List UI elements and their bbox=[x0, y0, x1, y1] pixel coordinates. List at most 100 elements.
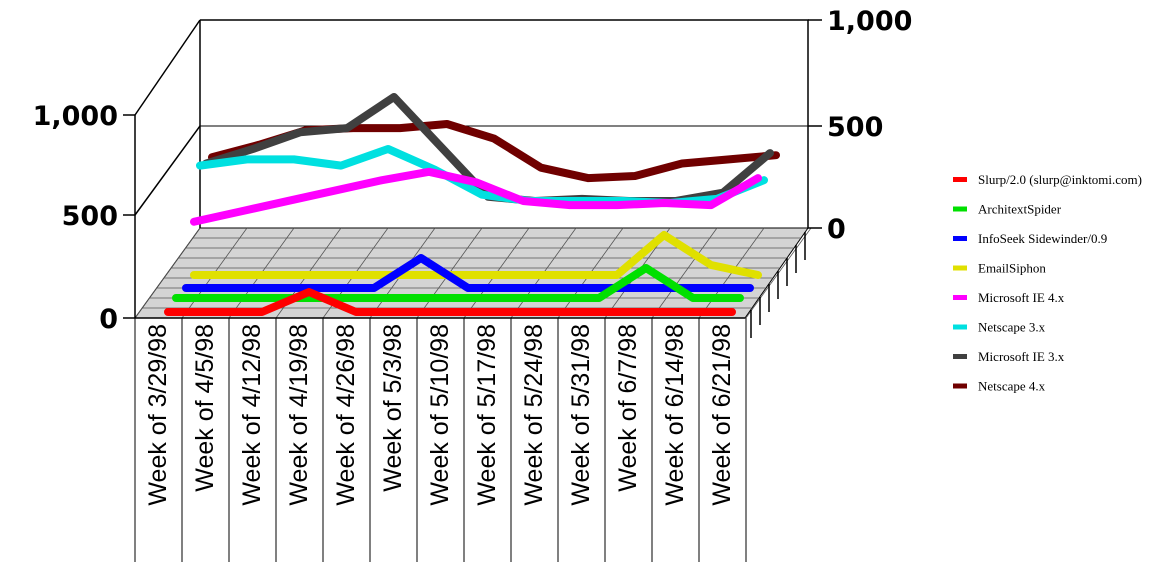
data-point bbox=[426, 272, 432, 278]
legend-item: EmailSiphon bbox=[953, 261, 1046, 276]
left-axis-tick-label: 0 bbox=[99, 304, 118, 335]
series-infoseek-sidewinder-0-9 bbox=[182, 254, 754, 292]
chart-floor bbox=[134, 227, 812, 338]
data-point bbox=[426, 169, 432, 175]
data-point bbox=[324, 285, 330, 291]
data-point bbox=[541, 309, 547, 315]
data-point bbox=[755, 272, 761, 278]
data-point bbox=[473, 272, 479, 278]
data-point bbox=[418, 255, 424, 261]
data-point bbox=[371, 285, 377, 291]
legend-item: Netscape 3.x bbox=[953, 320, 1046, 335]
data-point bbox=[588, 309, 594, 315]
data-point bbox=[455, 295, 461, 301]
depth-edge-top bbox=[134, 19, 201, 116]
right-axis-tick-label: 0 bbox=[827, 214, 846, 245]
x-axis-category-label: Week of 4/19/98 bbox=[285, 324, 313, 506]
series-architextspider bbox=[172, 264, 744, 302]
data-point bbox=[614, 202, 620, 208]
data-point bbox=[285, 198, 291, 204]
data-point bbox=[465, 285, 471, 291]
legend-item: Slurp/2.0 (slurp@inktomi.com) bbox=[953, 172, 1142, 187]
legend-swatch bbox=[953, 324, 967, 330]
data-point bbox=[438, 144, 444, 150]
legend-label: Microsoft IE 4.x bbox=[978, 290, 1065, 305]
x-axis-category-label: Week of 4/26/98 bbox=[332, 324, 360, 506]
data-point bbox=[379, 177, 385, 183]
data-point bbox=[473, 179, 479, 185]
left-axis-tick-label: 500 bbox=[62, 201, 118, 232]
left-axis: 1,000 500 0 bbox=[33, 101, 136, 335]
data-point bbox=[491, 136, 497, 142]
data-point bbox=[661, 200, 667, 206]
data-point bbox=[690, 295, 696, 301]
data-point bbox=[250, 146, 256, 152]
data-point bbox=[444, 121, 450, 127]
legend-swatch bbox=[953, 295, 967, 300]
legend-label: Netscape 3.x bbox=[978, 320, 1046, 335]
data-point bbox=[596, 295, 602, 301]
data-point bbox=[700, 285, 706, 291]
data-point bbox=[165, 309, 171, 315]
x-axis-category-label: Week of 4/5/98 bbox=[191, 324, 219, 492]
data-point bbox=[520, 272, 526, 278]
series-line bbox=[190, 167, 762, 226]
data-point bbox=[277, 285, 283, 291]
data-point bbox=[306, 289, 312, 295]
data-point bbox=[191, 219, 197, 225]
legend-swatch bbox=[953, 354, 967, 359]
data-point bbox=[238, 208, 244, 214]
data-point bbox=[391, 94, 397, 100]
data-point bbox=[385, 146, 391, 152]
lower-panel-series bbox=[164, 231, 762, 316]
data-point bbox=[173, 295, 179, 301]
data-point bbox=[400, 309, 406, 315]
series-emailsiphon bbox=[190, 231, 762, 279]
data-point bbox=[512, 285, 518, 291]
data-point bbox=[285, 272, 291, 278]
data-point bbox=[494, 309, 500, 315]
legend-swatch bbox=[953, 265, 967, 271]
data-point bbox=[747, 285, 753, 291]
data-point bbox=[643, 265, 649, 271]
legend-swatch bbox=[953, 383, 967, 389]
x-axis-category-label: Week of 6/21/98 bbox=[708, 324, 736, 506]
data-point bbox=[767, 150, 773, 156]
data-point bbox=[520, 198, 526, 204]
floor-gridline bbox=[134, 227, 201, 319]
data-point bbox=[773, 152, 779, 158]
data-point bbox=[632, 173, 638, 179]
data-point bbox=[244, 156, 250, 162]
data-point bbox=[212, 309, 218, 315]
data-point bbox=[397, 125, 403, 131]
legend-item: ArchitextSpider bbox=[953, 202, 1062, 217]
data-point bbox=[479, 192, 485, 198]
data-point bbox=[538, 165, 544, 171]
data-point bbox=[708, 262, 714, 268]
data-point bbox=[661, 232, 667, 238]
data-point bbox=[291, 156, 297, 162]
left-axis-tick-label: 1,000 bbox=[33, 101, 118, 132]
data-point bbox=[502, 295, 508, 301]
x-axis-category-label: Week of 4/12/98 bbox=[238, 324, 266, 506]
legend: Slurp/2.0 (slurp@inktomi.com) ArchitextSp… bbox=[953, 172, 1142, 394]
x-axis-category-label: Week of 6/14/98 bbox=[661, 324, 689, 506]
data-point bbox=[567, 272, 573, 278]
data-point bbox=[761, 177, 767, 183]
x-axis-category-labels: Week of 3/29/98 Week of 4/5/98 Week of 4/1… bbox=[134, 317, 747, 562]
data-point bbox=[267, 295, 273, 301]
data-point bbox=[549, 295, 555, 301]
data-point bbox=[238, 272, 244, 278]
legend-label: ArchitextSpider bbox=[978, 202, 1062, 217]
data-point bbox=[614, 272, 620, 278]
data-point bbox=[259, 309, 265, 315]
legend-item: InfoSeek Sidewinder/0.9 bbox=[953, 231, 1107, 246]
data-point bbox=[332, 188, 338, 194]
data-point bbox=[708, 202, 714, 208]
legend-label: InfoSeek Sidewinder/0.9 bbox=[978, 231, 1107, 246]
data-point bbox=[755, 175, 761, 181]
legend-swatch bbox=[953, 177, 967, 182]
x-axis-category-label: Week of 3/29/98 bbox=[144, 324, 172, 506]
x-axis-category-label: Week of 6/7/98 bbox=[614, 324, 642, 492]
x-axis-category-label: Week of 5/31/98 bbox=[567, 324, 595, 506]
